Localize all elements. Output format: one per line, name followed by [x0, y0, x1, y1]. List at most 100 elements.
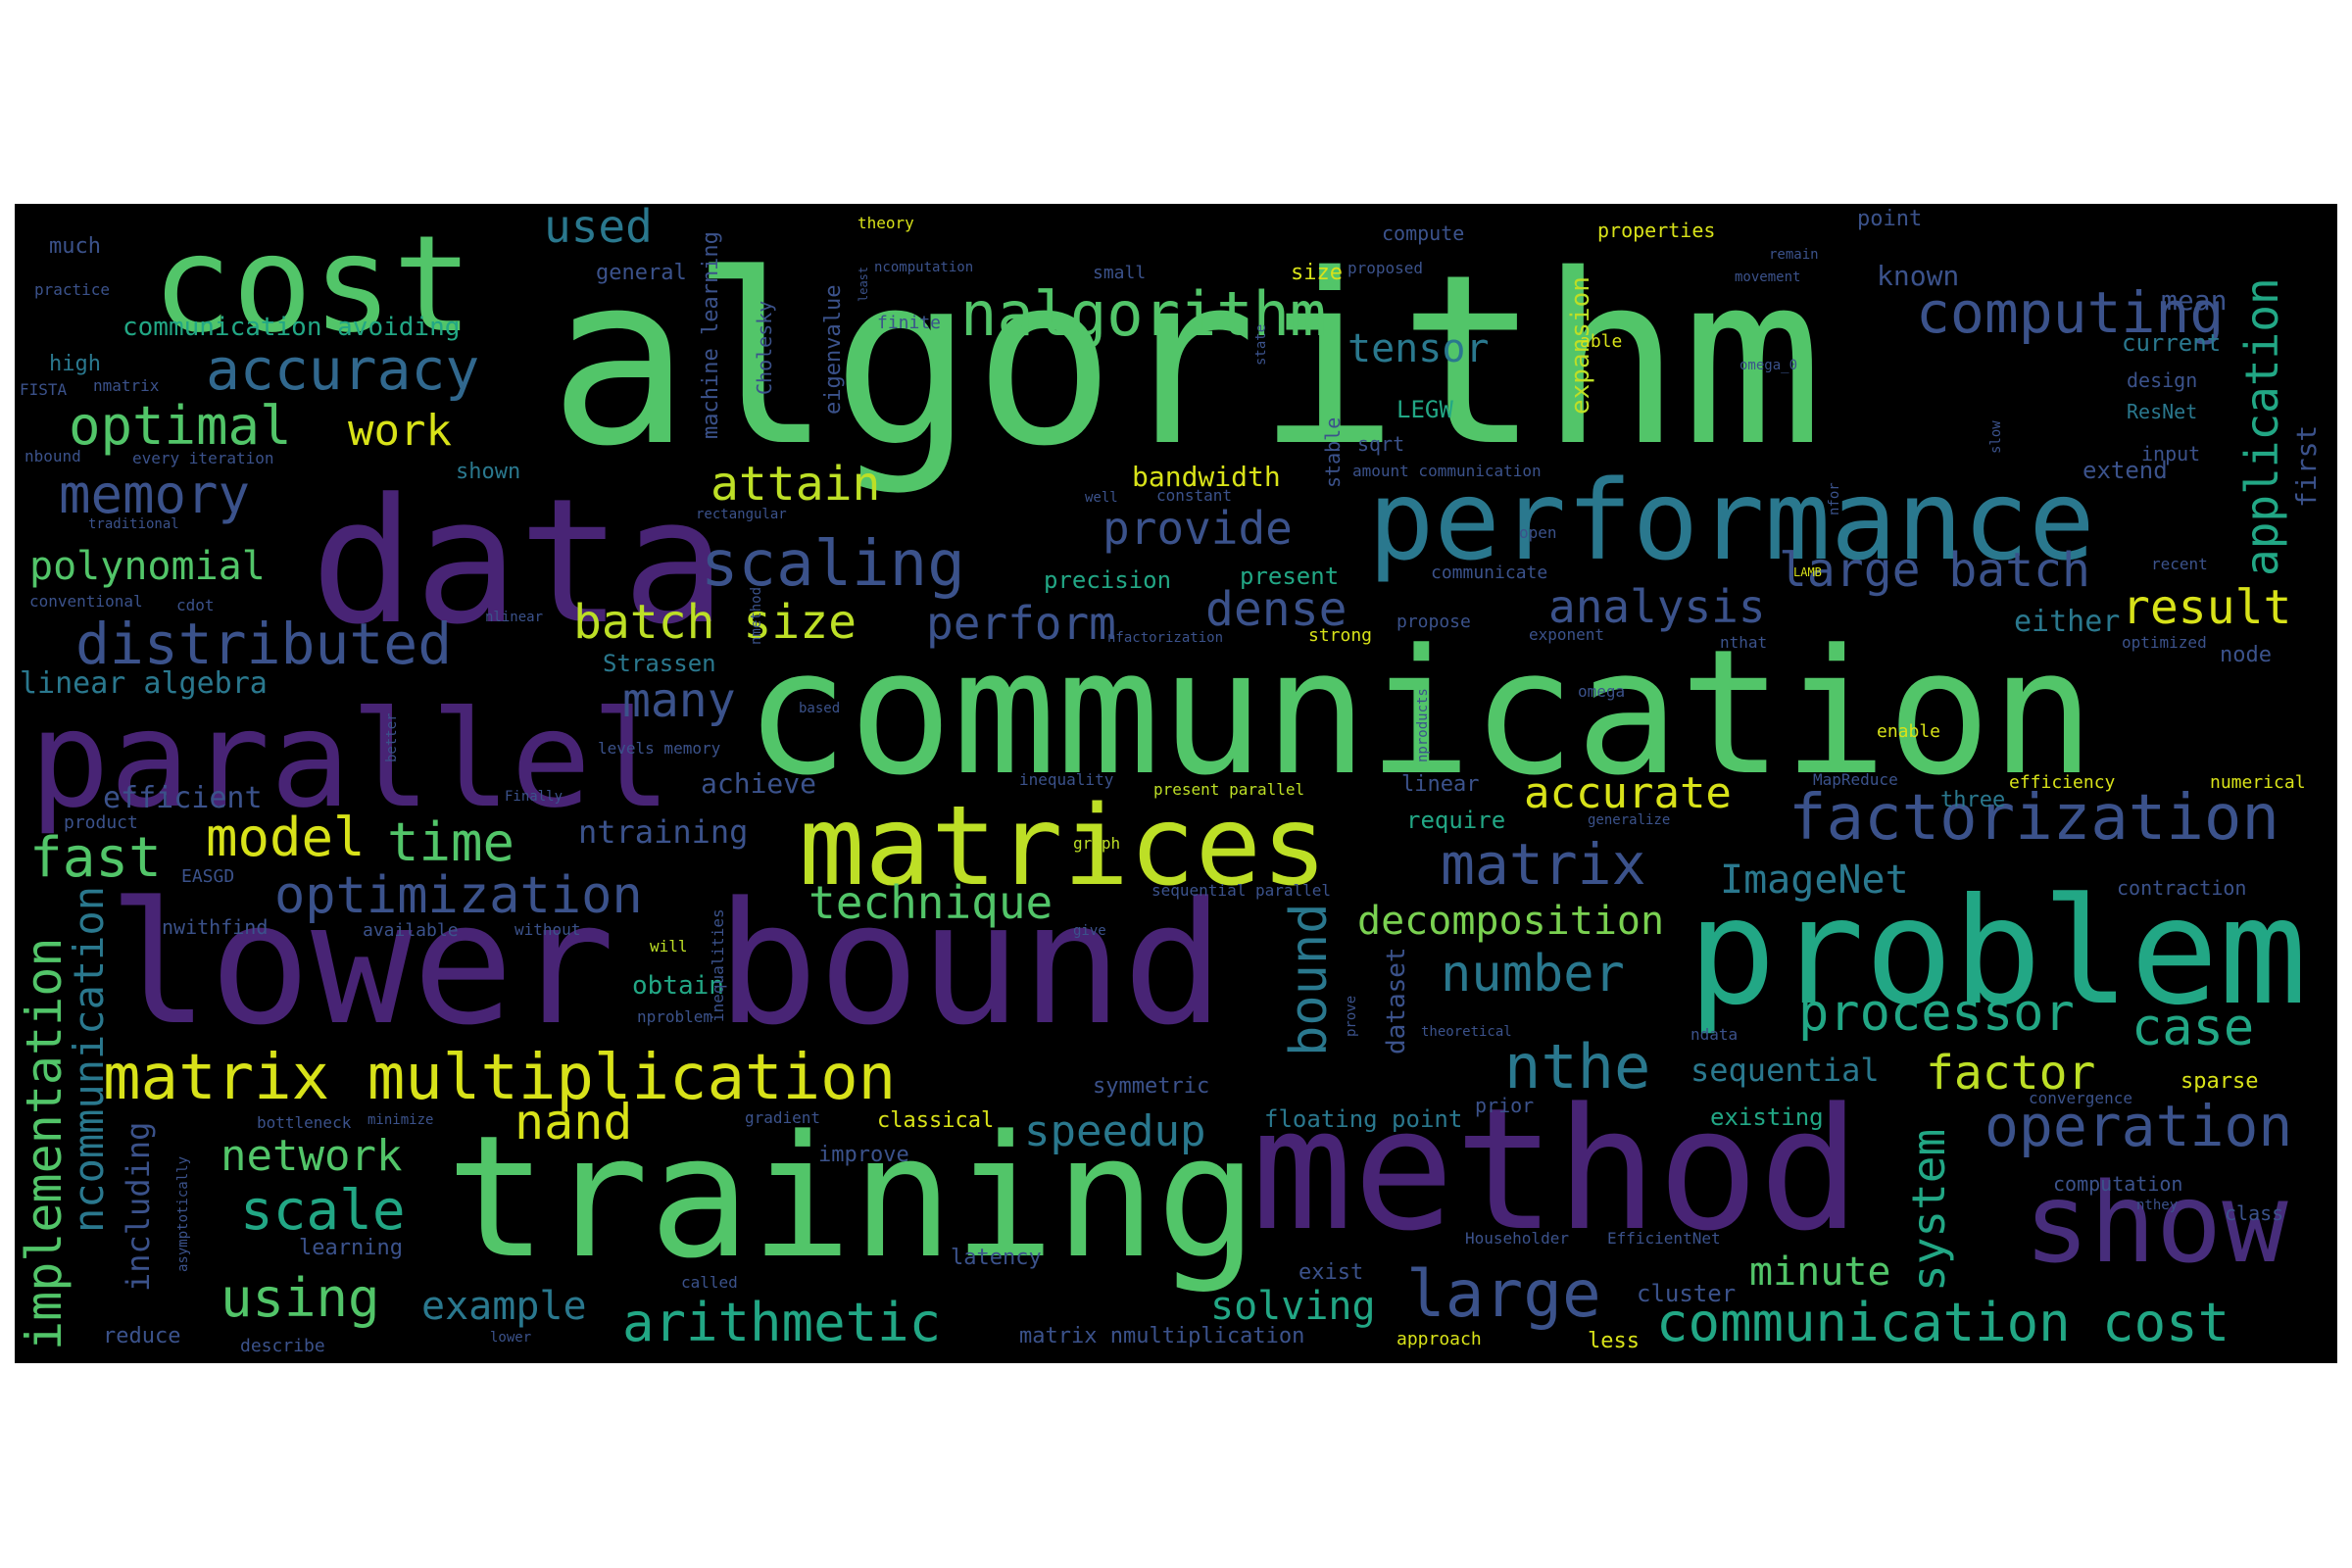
word-model: model: [206, 807, 366, 868]
word-rectangular: rectangular: [696, 507, 787, 522]
word-accuracy: accuracy: [206, 336, 480, 403]
word-exist: exist: [1298, 1260, 1364, 1285]
word-node: node: [2220, 643, 2272, 667]
word-algorithm: algorithm: [549, 223, 1824, 498]
word-using: using: [220, 1267, 380, 1329]
word-remain: remain: [1769, 247, 1819, 263]
word-approach: approach: [1396, 1329, 1482, 1349]
word-factorization: factorization: [1788, 782, 2279, 855]
word-able: able: [1580, 331, 1623, 352]
word-prior: prior: [1475, 1094, 1535, 1117]
word-less: less: [1588, 1329, 1640, 1353]
word-finally: Finally: [505, 789, 564, 805]
word-shown: shown: [456, 460, 521, 484]
word-linear: linear: [1401, 772, 1480, 797]
word-strassen: Strassen: [603, 650, 716, 677]
word-arithmetic: arithmetic: [622, 1292, 942, 1353]
word-every-iteration: every iteration: [132, 449, 274, 467]
word-linear-algebra: linear algebra: [20, 666, 268, 701]
word-properties: properties: [1597, 219, 1716, 242]
word-communication-avoiding: communication avoiding: [122, 313, 461, 342]
word-class: class: [2225, 1201, 2284, 1225]
word-matrix-nmultiplication: matrix nmultiplication: [1019, 1324, 1305, 1348]
word-omega: omega: [1578, 682, 1626, 701]
word-eigenvalue: eigenvalue: [821, 284, 846, 415]
word-inequality: inequality: [1019, 770, 1114, 789]
word-existing: existing: [1710, 1103, 1824, 1131]
word-present: present: [1240, 563, 1340, 590]
word-memory: memory: [59, 464, 251, 525]
word-product: product: [64, 812, 138, 833]
word-nand: nand: [514, 1094, 633, 1151]
word-scaling: scaling: [701, 528, 965, 601]
word-sequential-parallel: sequential parallel: [1152, 881, 1332, 900]
word-nmatrix: nmatrix: [93, 376, 160, 395]
word-method: method: [1251, 1071, 1861, 1268]
word-nfor: nfor: [1827, 482, 1842, 515]
word-result: result: [2122, 580, 2292, 635]
word-convergence: convergence: [2029, 1089, 2132, 1107]
word-bandwidth: bandwidth: [1132, 461, 1281, 493]
word-ncomputation: ncomputation: [874, 260, 974, 275]
word-generalize: generalize: [1588, 812, 1671, 828]
word-processor: processor: [1798, 984, 2075, 1043]
word-nfactorization: nfactorization: [1107, 630, 1224, 646]
word-small: small: [1093, 263, 1147, 283]
word-dense: dense: [1205, 582, 1348, 637]
word-including: including: [120, 1121, 157, 1292]
word-speedup: speedup: [1024, 1106, 1206, 1156]
word-compute: compute: [1382, 221, 1465, 245]
word-state: state: [1253, 323, 1269, 366]
word-three: three: [1940, 788, 2006, 812]
word-prove: prove: [1344, 995, 1359, 1037]
word-asymptotically: asymptotically: [175, 1155, 191, 1272]
word-obtain: obtain: [632, 971, 724, 1001]
word-efficient: efficient: [103, 781, 263, 815]
word-communication-cost: communication cost: [1656, 1292, 2230, 1353]
word-nwithfind: nwithfind: [162, 915, 269, 939]
word-many: many: [622, 673, 736, 728]
word-symmetric: symmetric: [1093, 1074, 1210, 1099]
word-easgd: EASGD: [181, 866, 235, 887]
word-provide: provide: [1102, 502, 1293, 555]
word-exponent: exponent: [1529, 625, 1605, 644]
word-analysis: analysis: [1548, 580, 1766, 633]
word-optimal: optimal: [69, 395, 292, 457]
word-nlinear: nlinear: [485, 610, 544, 625]
word-enable: enable: [1877, 721, 1941, 742]
word-application: application: [2235, 277, 2288, 576]
word-dataset: dataset: [1382, 947, 1411, 1054]
word-better: better: [384, 712, 400, 762]
word-machine-learning: machine learning: [699, 231, 723, 439]
word-floating-point: floating point: [1264, 1105, 1463, 1133]
word-contraction: contraction: [2117, 876, 2247, 900]
word-practice: practice: [34, 280, 111, 299]
word-size: size: [1291, 261, 1343, 285]
word-problem: problem: [1688, 867, 2308, 1038]
word-time: time: [387, 811, 515, 873]
word-tensor: tensor: [1348, 326, 1490, 371]
word-optimized: optimized: [2122, 633, 2207, 652]
word-bottleneck: bottleneck: [257, 1113, 352, 1132]
word-stable: stable: [1321, 416, 1345, 488]
word-lamb: LAMB: [1793, 565, 1822, 579]
word-recent: recent: [2151, 555, 2208, 573]
word-classical: classical: [877, 1108, 995, 1133]
word-operation: operation: [1984, 1093, 2293, 1159]
word-strong: strong: [1308, 625, 1373, 646]
word-minimize: minimize: [368, 1112, 434, 1128]
word-cloud: algorithm communication lower bound data…: [15, 204, 2337, 1363]
word-solving: solving: [1210, 1284, 1376, 1329]
word-improve: improve: [818, 1143, 909, 1167]
word-cost: cost: [152, 208, 473, 363]
word-resnet: ResNet: [2127, 400, 2198, 423]
word-open: open: [1519, 523, 1557, 542]
word-distributed: distributed: [75, 611, 453, 677]
word-point: point: [1857, 207, 1923, 231]
word-precision: precision: [1044, 566, 1172, 594]
word-omega-0: omega_0: [1740, 358, 1798, 373]
word-design: design: [2127, 368, 2198, 392]
word-high: high: [49, 352, 101, 376]
word-optimization: optimization: [274, 866, 643, 925]
word-proposed: proposed: [1348, 259, 1424, 277]
